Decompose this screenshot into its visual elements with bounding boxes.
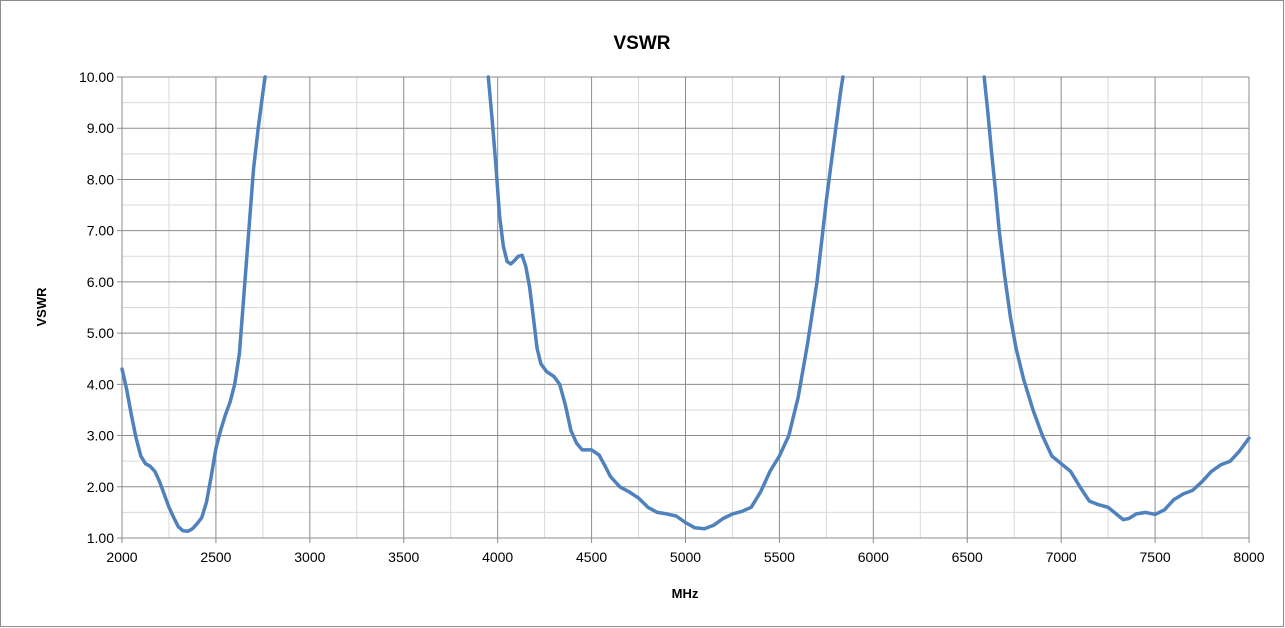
y-tick-label: 6.00 [87, 274, 114, 290]
y-tick-labels: 1.00 2.00 3.00 4.00 5.00 6.00 7.00 8.00 9.00 10.0… [79, 69, 114, 546]
vswr-line-segment-3 [982, 75, 1251, 522]
x-tick-labels: 2000 2500 3000 3500 4000 4500 5000 5500 6000 6500… [106, 549, 1264, 565]
x-tick-label: 5500 [764, 549, 795, 565]
y-tick-label: 10.00 [79, 69, 114, 85]
x-tick-label: 5000 [670, 549, 701, 565]
y-tick-label: 9.00 [87, 120, 114, 136]
x-tick-label: 6500 [952, 549, 983, 565]
x-tick-label: 6000 [858, 549, 889, 565]
y-axis-title: VSWR [34, 287, 49, 327]
y-tick-label: 2.00 [87, 479, 114, 495]
chart-title: VSWR [614, 33, 671, 54]
y-tick-label: 1.00 [87, 530, 114, 546]
x-tick-label: 7000 [1046, 549, 1077, 565]
y-tick-label: 7.00 [87, 223, 114, 239]
x-tick-label: 4000 [482, 549, 513, 565]
x-tick-label: 8000 [1233, 549, 1264, 565]
x-axis-title: MHz [672, 586, 699, 601]
y-tick-label: 8.00 [87, 171, 114, 187]
y-tick-label: 4.00 [87, 376, 114, 392]
x-tick-label: 4500 [576, 549, 607, 565]
x-tick-label: 3000 [294, 549, 325, 565]
x-tick-label: 7500 [1140, 549, 1171, 565]
x-tick-label: 2000 [106, 549, 137, 565]
y-tick-label: 5.00 [87, 325, 114, 341]
major-gridlines [117, 76, 1250, 543]
vswr-line-segment-2 [486, 75, 845, 531]
x-tick-label: 2500 [200, 549, 231, 565]
vswr-line-segment-1 [120, 75, 267, 534]
y-tick-label: 3.00 [87, 428, 114, 444]
x-tick-label: 3500 [388, 549, 419, 565]
series-group [120, 75, 1251, 534]
